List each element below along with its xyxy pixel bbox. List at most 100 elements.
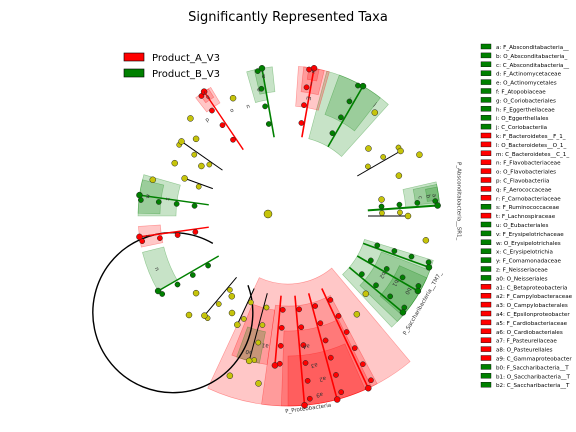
node-86: [136, 233, 143, 241]
node-0: [378, 203, 385, 210]
key-label-b1: b1: O_Saccharibacteria__T: [496, 374, 570, 380]
key-label-p: p: C_Flavobacteriia: [496, 179, 549, 185]
key-label-a5: a5: F_Cardiobacteriaceae: [496, 321, 568, 327]
node-116: [422, 237, 430, 244]
node-42: [278, 324, 285, 331]
node-6: [391, 248, 398, 254]
node-47: [259, 322, 266, 328]
key-swatch-t: [480, 212, 492, 219]
key-swatch-r: [480, 195, 492, 201]
node-14: [414, 287, 422, 295]
node-54: [355, 82, 361, 89]
key-swatch-a0: [480, 275, 492, 281]
node-65: [258, 65, 266, 72]
clade-label-l: l: [310, 82, 313, 88]
key-label-a: a: F_Absconditabacteria__: [496, 45, 569, 51]
node-10: [367, 257, 374, 264]
node-58: [303, 84, 310, 91]
node-11: [383, 266, 390, 272]
clade-label-a3: a3: [310, 361, 318, 368]
node-64: [254, 68, 261, 74]
node-80: [159, 291, 166, 297]
clade-label-a2: a2: [319, 375, 327, 382]
node-61: [265, 121, 272, 127]
branch-5: [307, 293, 338, 400]
key-swatch-b2: [480, 382, 492, 388]
clade-sector-a3: [281, 318, 372, 407]
node-109: [353, 311, 361, 318]
node-93: [215, 301, 222, 307]
clade-sector-j: [308, 70, 389, 157]
node-77: [205, 262, 211, 269]
node-5: [374, 242, 381, 249]
node-88: [173, 201, 180, 207]
key-swatch-b0: [480, 364, 492, 370]
branch-15: [157, 255, 220, 292]
node-26: [365, 384, 372, 392]
node-53: [346, 98, 353, 105]
legend-swatch-product-a: [123, 52, 145, 62]
key-swatch-f: [480, 88, 492, 94]
node-32: [338, 389, 345, 395]
branch-19: [236, 288, 255, 325]
key-label-a9: a9: C_Gammaproteobacter: [496, 357, 572, 363]
branch-4: [321, 288, 370, 389]
key-label-a3: a3: O_Campylobacterales: [496, 303, 568, 309]
node-79: [174, 281, 181, 288]
branch-7: [274, 295, 282, 366]
clade-sector-a2: [287, 343, 366, 407]
key-swatch-b1: [480, 373, 492, 379]
chart-title: Significantly Represented Taxa: [188, 10, 388, 25]
key-label-k: k: F_Bacteroidetes__F_1_: [496, 134, 566, 140]
node-81: [154, 287, 162, 295]
key-label-x: x: C_Erysipelotrichia: [496, 250, 553, 256]
key-label-d: d: F_Actinomycetaceae: [496, 72, 562, 78]
clade-label-c: c: [417, 196, 423, 200]
node-28: [317, 320, 324, 327]
node-36: [300, 342, 307, 348]
node-103: [380, 154, 387, 160]
node-4: [434, 202, 441, 209]
key-label-h: h: F_Eggerthellaceae: [496, 107, 555, 113]
branch-13: [181, 141, 223, 171]
node-120: [229, 94, 237, 102]
node-101: [404, 212, 412, 220]
key-label-j: j: C_Coriobacteriia: [495, 125, 547, 131]
tree-ring: [92, 231, 254, 394]
branch-3: [348, 266, 404, 314]
key-swatch-k: [480, 132, 492, 139]
node-91: [136, 191, 143, 199]
clade-label-w: w: [145, 193, 152, 199]
node-84: [157, 235, 163, 241]
branch-10: [301, 68, 315, 138]
node-57: [301, 102, 307, 108]
node-7: [408, 253, 415, 260]
key-swatch-q: [480, 186, 492, 192]
key-label-n: n: F_Flavobacteriaceae: [496, 161, 561, 167]
node-49: [251, 357, 258, 363]
clade-label-i: i: [347, 97, 352, 103]
clade-sector-a4: [261, 295, 378, 407]
node-39: [306, 395, 313, 402]
key-swatch-w: [480, 239, 492, 246]
node-35: [298, 324, 305, 331]
clade-label-d: d: [261, 74, 265, 81]
clade-label-a1: a1: [261, 341, 269, 348]
key-swatch-a7: [480, 337, 492, 343]
node-89: [155, 199, 162, 205]
root-node: [263, 209, 273, 219]
node-112: [192, 135, 200, 143]
node-123: [416, 151, 423, 158]
node-38: [304, 377, 311, 384]
key-label-m: m: C_Bacteroidetes__C_1_: [496, 152, 569, 158]
key-label-a1: a1: C_Betaproteobacteria: [496, 285, 567, 291]
key-label-s: s: F_Ruminococcaceae: [496, 205, 560, 211]
node-29: [322, 337, 329, 344]
key-label-b: b: O_Absconditabacteria_: [496, 54, 567, 60]
key-swatch-a3: [480, 301, 492, 308]
clade-sector-a9: [207, 267, 411, 407]
key-label-u: u: O_Eubacteriales: [496, 223, 548, 229]
key-swatch-l: [480, 141, 492, 148]
node-119: [192, 289, 200, 297]
key-swatch-u: [480, 221, 492, 228]
